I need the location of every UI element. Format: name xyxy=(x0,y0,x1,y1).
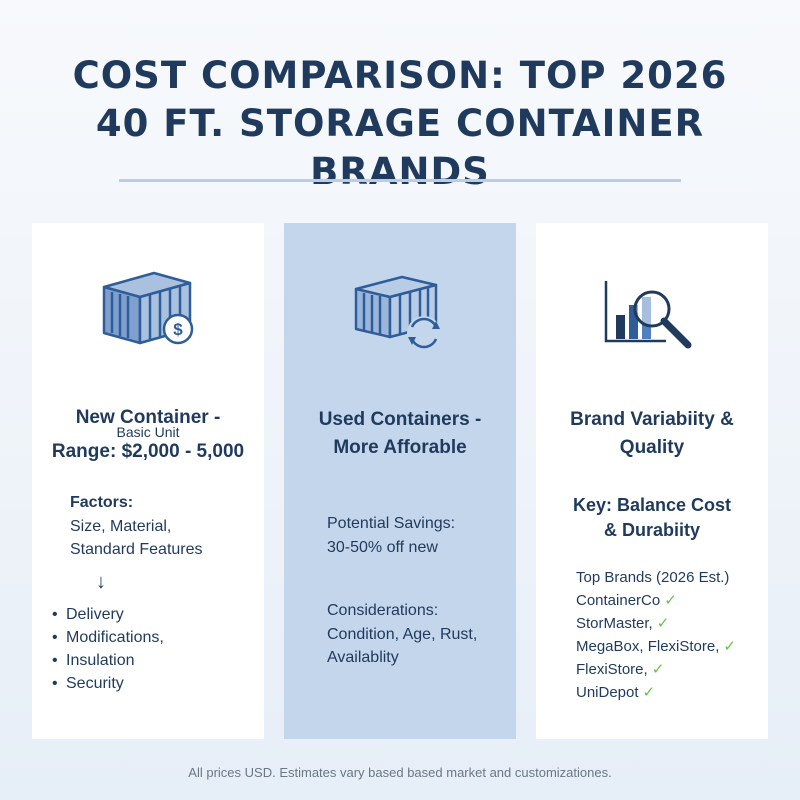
check-icon: ✓ xyxy=(723,638,736,655)
page-title: COST COMPARISON: TOP 2026 40 FT. STORAGE… xyxy=(0,52,800,196)
key-line-1: Key: Balance Cost xyxy=(572,495,732,515)
container-dollar-icon: $ xyxy=(102,271,194,345)
list-item: • Security xyxy=(52,675,124,692)
check-icon: ✓ xyxy=(642,684,656,701)
list-item: • Modifications, xyxy=(52,629,164,646)
brand-heading-line-2: Quality xyxy=(619,437,685,458)
list-item: • Delivery xyxy=(52,606,124,623)
list-item: StorMaster, ✓ xyxy=(576,615,670,632)
check-icon: ✓ xyxy=(664,592,677,609)
considerations-line-2: Availablity xyxy=(327,649,399,666)
brand-heading-line-1: Brand Variabiity & xyxy=(570,409,734,430)
used-heading-line-1: Used Containers - xyxy=(318,409,482,430)
title-divider xyxy=(119,179,681,182)
top-brands-title: Top Brands (2026 Est.) xyxy=(576,569,730,586)
top-brands-list: Top Brands (2026 Est.) ContainerCo ✓ Stor… xyxy=(576,566,736,704)
container-recycle-icon xyxy=(354,275,441,350)
list-item: FlexiStore, ✓ xyxy=(576,661,665,678)
card-brand-variability: Brand Variabiity & Quality Key: Balance … xyxy=(536,223,768,739)
down-arrow-icon: ↓ xyxy=(96,571,106,593)
savings-label: Potential Savings: xyxy=(327,515,456,532)
new-price-range: Range: $2,000 - 5,000 xyxy=(51,441,245,462)
key-line-2: & Durabiity xyxy=(603,520,700,540)
list-item: ContainerCo ✓ xyxy=(576,592,677,609)
used-heading-line-2: More Afforable xyxy=(333,437,467,458)
title-line-1: COST COMPARISON: TOP 2026 xyxy=(72,54,728,97)
list-item: UniDepot ✓ xyxy=(576,684,656,701)
check-icon: ✓ xyxy=(651,661,665,678)
considerations-label: Considerations: xyxy=(327,602,439,619)
card-new-container: $ New Container - Basic Unit Range: $2,0… xyxy=(32,223,264,739)
title-line-2: 40 FT. STORAGE CONTAINER BRANDS xyxy=(95,102,705,193)
list-item: • Insulation xyxy=(52,652,135,669)
considerations-line-1: Condition, Age, Rust, xyxy=(327,626,478,643)
new-sub-label: Basic Unit xyxy=(116,424,180,440)
svg-text:$: $ xyxy=(173,320,183,339)
new-heading-line-1: New Container - xyxy=(75,407,221,428)
chart-magnifier-icon xyxy=(604,281,692,349)
footnote: All prices USD. Estimates vary based bas… xyxy=(188,765,612,780)
factors-title: Factors: xyxy=(70,494,134,511)
list-item: MegaBox, FlexiStore, ✓ xyxy=(576,638,736,655)
factors-line-1: Size, Material, xyxy=(70,518,172,535)
cost-factor-list: • Delivery • Modifications, • Insulation • S… xyxy=(52,603,164,695)
savings-value: 30-50% off new xyxy=(327,539,438,556)
check-icon: ✓ xyxy=(656,615,670,632)
card-used-containers: Used Containers - More Afforable Potenti… xyxy=(284,223,516,739)
factors-line-2: Standard Features xyxy=(70,541,203,558)
